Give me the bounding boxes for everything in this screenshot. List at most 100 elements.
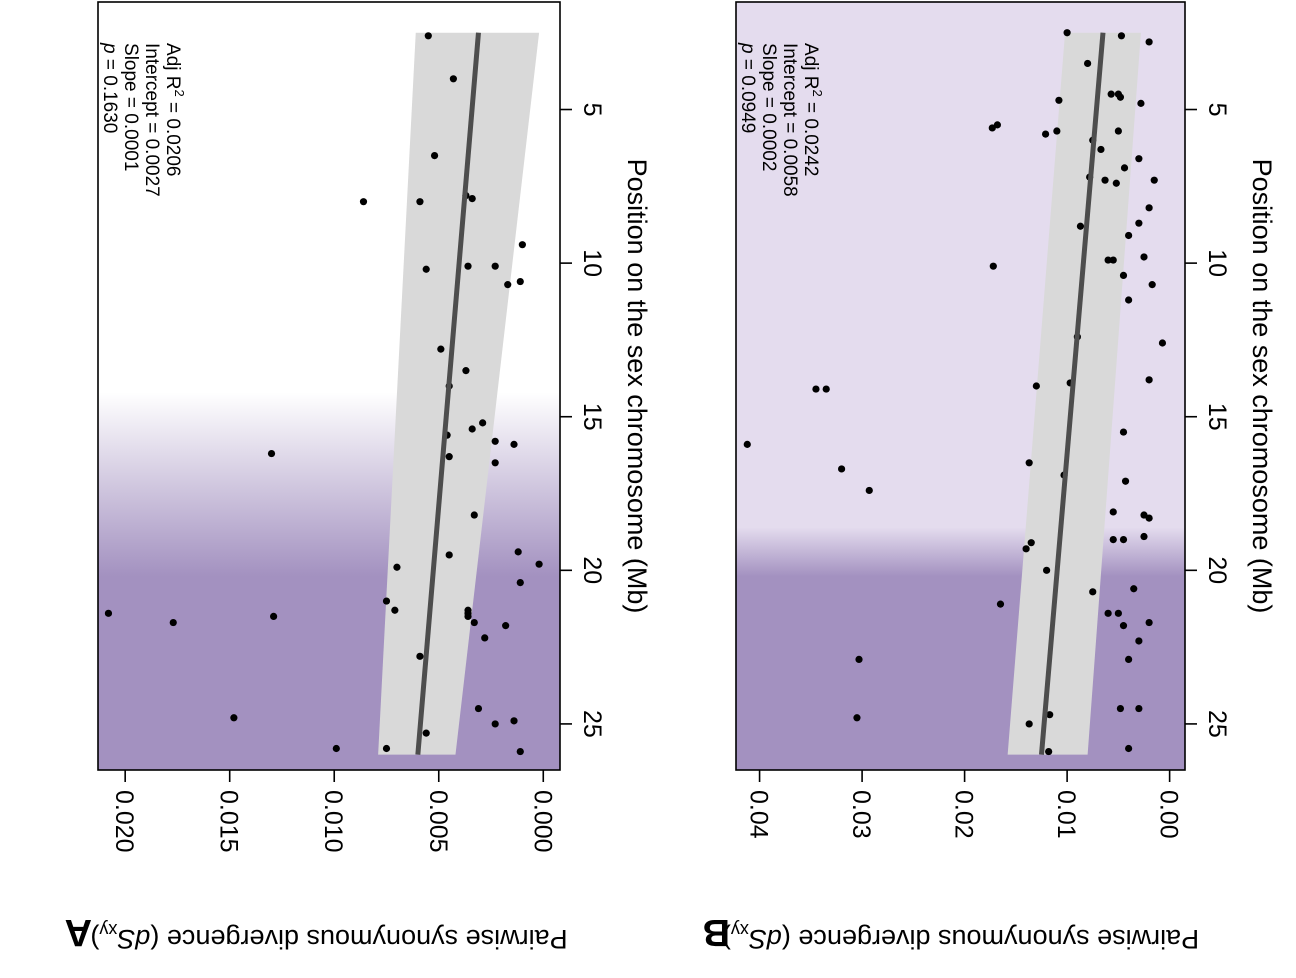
data-point (470, 511, 478, 519)
data-point (1063, 29, 1071, 37)
data-point (853, 714, 861, 722)
annotation-r2-prefix-a: Adj R (162, 43, 183, 89)
data-point (1125, 744, 1133, 753)
data-point (1125, 655, 1133, 664)
data-point (491, 459, 499, 467)
y-axis-label-sub-a: xy (99, 920, 117, 940)
x-tick-label: 10 (1203, 249, 1231, 277)
data-point (1104, 609, 1112, 617)
y-tick-label: 0.00 (1155, 790, 1183, 839)
y-axis-label-italic-b: dS (749, 924, 782, 954)
data-point (1112, 179, 1120, 187)
data-point (1120, 164, 1129, 172)
data-point (1114, 127, 1122, 135)
data-point (462, 367, 470, 375)
data-point (1135, 704, 1143, 713)
x-tick-label: 20 (578, 556, 606, 584)
x-axis-label-b: Position on the sex chromosome (Mb) (1247, 159, 1277, 614)
x-tick-label: 10 (578, 249, 606, 277)
data-point (1041, 130, 1050, 138)
data-point (416, 652, 424, 660)
panel-label-b: B (703, 911, 730, 953)
data-point (481, 634, 489, 642)
data-point (1135, 219, 1143, 227)
annotation-r2-b: Adj R2 = 0.0242 (800, 43, 825, 176)
plot-area-b (735, 1, 1186, 771)
data-point (424, 32, 432, 40)
data-point (474, 704, 483, 713)
data-point (470, 618, 478, 627)
data-point (464, 262, 472, 270)
annotation-intercept-a: Intercept = 0.0027 (141, 43, 162, 197)
data-point (1022, 545, 1030, 553)
data-point (812, 385, 820, 393)
data-point (1116, 93, 1125, 101)
y-tick-label: 0.005 (424, 790, 452, 853)
data-point (1109, 508, 1117, 516)
data-point (332, 744, 340, 753)
data-point (1025, 459, 1033, 467)
data-point (865, 486, 873, 495)
annotation-slope-b: Slope = 0.0002 (758, 43, 779, 171)
data-point (516, 747, 524, 756)
data-point (445, 551, 453, 559)
data-point (1130, 585, 1138, 593)
data-point (837, 465, 846, 473)
y-tick-label: 0.015 (215, 790, 243, 853)
data-point (1116, 704, 1125, 713)
y-tick-label: 0.01 (1052, 790, 1080, 839)
data-point (1137, 99, 1145, 107)
y-axis-label-b: Pairwise synonymous divergence (dSxy) (722, 920, 1199, 954)
data-point (416, 198, 424, 206)
annotation-r2-value-a: = 0.0206 (162, 97, 183, 177)
annotation-r2-a: Adj R2 = 0.0206 (162, 43, 187, 176)
data-point (855, 655, 863, 664)
x-tick-label: 20 (1203, 556, 1231, 584)
y-tick-label: 0.000 (528, 790, 556, 853)
annotation-p-symbol-a: p (99, 42, 120, 54)
data-point (422, 729, 430, 737)
x-tick-label: 25 (578, 710, 606, 738)
data-points-b (743, 29, 1167, 756)
data-point (1140, 532, 1148, 541)
y-axis-label-a: Pairwise synonymous divergence (dSxy) (90, 920, 567, 954)
regression-line-b (1038, 32, 1106, 755)
y-axis-label-italic-a: dS (117, 924, 150, 954)
annotation-r2-prefix-b: Adj R (800, 43, 821, 89)
x-tick-label: 5 (1203, 103, 1231, 117)
data-point (504, 281, 512, 289)
data-point (1119, 428, 1128, 436)
data-point (1145, 204, 1153, 212)
data-point (1145, 514, 1153, 522)
panel-b: B 5 10 15 20 25 0.00 0.01 0.02 0.03 0.04 Positio… (703, 1, 1277, 954)
stats-annotation-b: Adj R2 = 0.0242 Intercept = 0.0058 Slope… (737, 42, 825, 197)
data-point (393, 563, 401, 571)
x-tick-label: 15 (578, 403, 606, 431)
data-point (1055, 96, 1063, 104)
y-tick-label: 0.020 (110, 790, 138, 853)
y-tick-label: 0.010 (319, 790, 347, 853)
data-point (1145, 618, 1153, 627)
data-point (491, 262, 499, 270)
data-point (270, 612, 278, 621)
y-tick-label: 0.03 (847, 790, 875, 839)
data-point (449, 75, 457, 83)
data-point (1104, 256, 1112, 264)
data-point (1084, 59, 1092, 68)
data-point (437, 345, 445, 353)
y-axis-a: 0.000 0.005 0.010 0.015 0.020 (110, 770, 556, 853)
data-point (1109, 536, 1117, 544)
data-point (1135, 637, 1143, 645)
x-tick-label: 15 (1203, 403, 1231, 431)
y-tick-label: 0.02 (950, 790, 978, 839)
x-axis-label-a: Position on the sex chromosome (Mb) (622, 159, 652, 614)
x-axis-a: 5 10 15 20 25 (560, 103, 606, 738)
y-axis-label-close-b: ) (722, 924, 731, 954)
data-point (1125, 296, 1133, 304)
x-tick-label: 5 (578, 103, 606, 117)
data-point (1145, 38, 1153, 46)
y-axis-b: 0.00 0.01 0.02 0.03 0.04 (745, 770, 1183, 839)
data-point (822, 385, 830, 393)
x-tick-label: 25 (1203, 710, 1231, 738)
